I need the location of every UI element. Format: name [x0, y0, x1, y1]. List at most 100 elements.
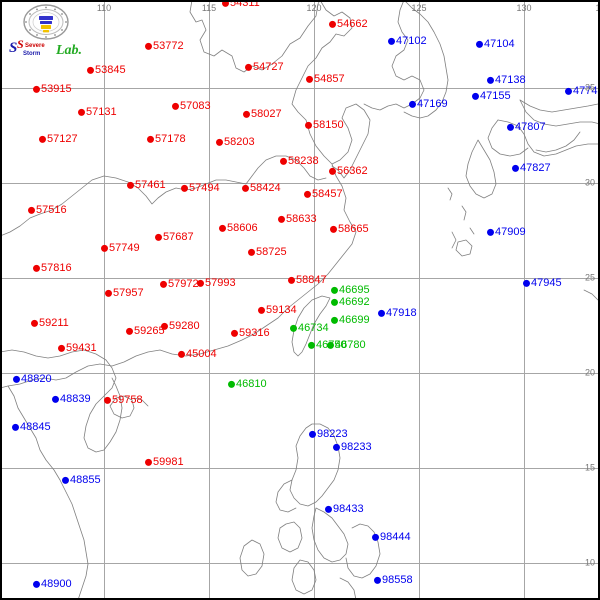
station-id-label: 53915	[41, 82, 72, 95]
station-marker[interactable]: 54662	[329, 18, 368, 29]
agency-seal-icon	[23, 4, 69, 40]
gridline-horizontal	[2, 373, 598, 374]
station-id-label: 53772	[153, 39, 184, 52]
station-id-label: 59981	[153, 455, 184, 468]
station-dot-icon	[487, 228, 494, 236]
station-marker[interactable]: 53915	[33, 82, 72, 95]
station-marker[interactable]: 56362	[329, 165, 368, 176]
station-dot-icon	[197, 279, 204, 287]
station-marker[interactable]: 57749	[101, 242, 140, 253]
latitude-tick-label: 25	[585, 272, 596, 283]
station-marker[interactable]: 47741	[565, 85, 600, 96]
station-marker[interactable]: 47104	[476, 37, 515, 50]
station-dot-icon	[145, 458, 152, 466]
wordmark-storm-text: Storm	[23, 51, 40, 57]
station-id-label: 59265	[134, 324, 165, 337]
station-marker[interactable]: 57957	[105, 287, 144, 298]
station-dot-icon	[308, 341, 315, 349]
station-marker[interactable]: 45004	[178, 348, 217, 359]
station-marker[interactable]: 48820	[13, 373, 52, 384]
station-marker[interactable]: 54311	[222, 0, 260, 8]
station-marker[interactable]: 46695	[331, 284, 370, 295]
station-id-label: 48855	[70, 473, 101, 486]
station-marker[interactable]: 59431	[58, 342, 97, 353]
latitude-tick-label: 15	[585, 462, 596, 473]
station-marker[interactable]: 98444	[372, 530, 411, 543]
station-marker[interactable]: 57127	[39, 133, 78, 144]
station-marker[interactable]: 48855	[62, 473, 101, 486]
station-marker[interactable]: 47102	[388, 35, 427, 46]
station-id-label: 98444	[380, 530, 411, 543]
station-marker[interactable]: 58633	[278, 213, 317, 224]
station-dot-icon	[472, 92, 479, 100]
station-marker[interactable]: 59981	[145, 455, 184, 468]
station-marker[interactable]: 58424	[242, 182, 281, 193]
station-marker[interactable]: 47909	[487, 226, 526, 237]
station-id-label: 48839	[60, 392, 91, 405]
station-dot-icon	[28, 206, 35, 214]
station-marker[interactable]: 58238	[280, 155, 319, 166]
station-dot-icon	[127, 181, 134, 189]
station-marker[interactable]: 98558	[374, 574, 413, 585]
station-marker[interactable]: 58665	[330, 223, 369, 234]
station-marker[interactable]: 46780	[327, 339, 366, 350]
station-marker[interactable]: 57178	[147, 133, 186, 144]
station-dot-icon	[248, 248, 255, 256]
station-marker[interactable]: 59316	[231, 327, 270, 338]
station-marker[interactable]: 98433	[325, 503, 364, 514]
station-id-label: 47104	[484, 37, 515, 50]
station-dot-icon	[243, 110, 250, 118]
station-dot-icon	[87, 66, 94, 74]
station-marker[interactable]: 54857	[306, 73, 345, 84]
station-marker[interactable]: 57494	[181, 182, 220, 193]
station-marker[interactable]: 53772	[145, 39, 184, 52]
station-marker[interactable]: 57516	[28, 204, 67, 215]
station-marker[interactable]: 59280	[161, 320, 200, 331]
station-marker[interactable]: 46699	[331, 314, 370, 325]
station-marker[interactable]: 47918	[378, 307, 417, 318]
station-marker[interactable]: 54727	[245, 61, 284, 72]
station-marker[interactable]: 58725	[248, 246, 287, 257]
station-marker[interactable]: 59134	[258, 304, 297, 315]
station-marker[interactable]: 58457	[304, 188, 343, 199]
station-marker[interactable]: 47155	[472, 90, 511, 101]
station-marker[interactable]: 47169	[409, 98, 448, 109]
station-marker[interactable]: 58203	[216, 136, 255, 147]
station-marker[interactable]: 57816	[33, 261, 72, 274]
station-marker[interactable]: 48839	[52, 392, 91, 405]
station-marker[interactable]: 58606	[219, 222, 258, 233]
station-marker[interactable]: 58027	[243, 108, 282, 119]
station-marker[interactable]: 98223	[309, 428, 348, 439]
station-marker[interactable]: 57993	[197, 277, 236, 288]
station-marker[interactable]: 98233	[333, 441, 372, 452]
station-marker[interactable]: 57131	[78, 106, 117, 117]
station-marker[interactable]: 46810	[228, 378, 267, 389]
station-id-label: 47138	[495, 73, 526, 86]
station-marker[interactable]: 53845	[87, 64, 126, 75]
station-marker[interactable]: 57461	[127, 179, 166, 190]
station-marker[interactable]: 47138	[487, 73, 526, 86]
station-marker[interactable]: 57687	[155, 231, 194, 242]
station-marker[interactable]: 47945	[523, 276, 562, 289]
station-marker[interactable]: 57083	[172, 100, 211, 111]
station-id-label: 59758	[112, 393, 143, 406]
station-marker[interactable]: 59211	[31, 317, 69, 328]
station-marker[interactable]: 59265	[126, 324, 165, 337]
station-marker[interactable]: 47827	[512, 162, 551, 173]
station-dot-icon	[126, 327, 133, 335]
station-marker[interactable]: 57972	[160, 278, 199, 289]
station-marker[interactable]: 46692	[331, 296, 370, 307]
station-marker[interactable]: 48845	[12, 421, 51, 432]
station-id-label: 57816	[41, 261, 72, 274]
station-id-label: 47945	[531, 276, 562, 289]
station-marker[interactable]: 48900	[33, 578, 72, 589]
longitude-tick-label: 120	[306, 3, 322, 13]
station-marker[interactable]: 47807	[507, 121, 546, 132]
station-marker[interactable]: 46734	[290, 322, 329, 333]
station-marker[interactable]: 59758	[104, 393, 143, 406]
station-marker[interactable]: 58847	[288, 274, 327, 285]
station-dot-icon	[288, 276, 295, 284]
station-marker[interactable]: 58150	[305, 119, 344, 130]
station-dot-icon	[309, 430, 316, 438]
